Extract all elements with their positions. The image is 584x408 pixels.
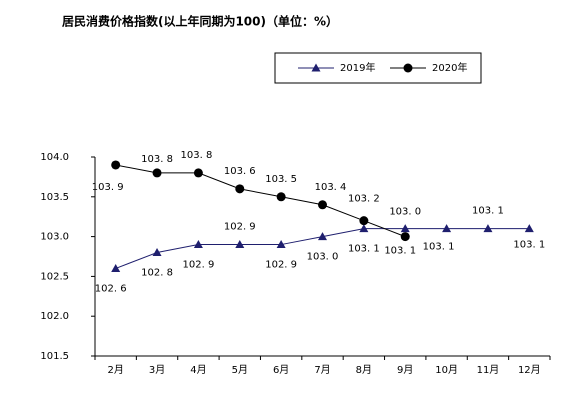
- data-label: 103. 8: [181, 150, 213, 161]
- data-label: 102. 9: [265, 260, 297, 271]
- data-label: 103. 0: [389, 207, 421, 218]
- x-tick-label: 4月: [190, 364, 206, 376]
- legend-box: [274, 52, 482, 84]
- x-tick-label: 6月: [273, 364, 289, 376]
- x-tick-label: 7月: [314, 364, 330, 376]
- y-tick-label: 101.5: [40, 351, 69, 362]
- data-label: 102. 8: [141, 268, 173, 279]
- data-point: [400, 224, 410, 233]
- data-label: 102. 9: [224, 222, 256, 233]
- x-tick-label: 3月: [149, 364, 165, 376]
- data-point: [276, 240, 286, 249]
- y-tick-label: 102.5: [40, 271, 69, 282]
- data-point: [276, 192, 286, 202]
- series-line: [115, 164, 406, 238]
- legend-marker: [403, 63, 413, 73]
- data-label: 103. 1: [348, 244, 380, 255]
- data-point: [235, 240, 245, 249]
- data-label: 103. 1: [513, 240, 545, 251]
- x-tick-label: 12月: [518, 364, 541, 376]
- y-tick-label: 104.0: [40, 152, 69, 163]
- chart-title: 居民消费价格指数(以上年同期为100)（单位：%）: [62, 14, 338, 29]
- data-label: 103. 9: [92, 182, 124, 193]
- x-tick-label: 8月: [356, 364, 372, 376]
- y-tick-label: 102.0: [40, 311, 69, 322]
- data-label: 102. 9: [183, 260, 215, 271]
- data-label: 103. 5: [265, 174, 297, 185]
- data-point: [111, 263, 121, 272]
- data-point: [442, 224, 452, 233]
- data-point: [318, 200, 327, 210]
- data-label: 103. 6: [224, 166, 256, 177]
- data-label: 103. 2: [348, 194, 380, 205]
- data-label: 103. 1: [472, 206, 504, 217]
- data-point: [359, 216, 369, 226]
- data-point: [318, 232, 327, 241]
- x-tick-label: 11月: [477, 364, 500, 376]
- data-point: [193, 240, 203, 249]
- y-tick-label: 103.5: [40, 192, 69, 203]
- data-point: [152, 248, 162, 257]
- data-label: 103. 4: [315, 182, 347, 193]
- data-point: [235, 184, 245, 194]
- data-label: 103. 1: [423, 242, 455, 253]
- data-label: 103. 8: [141, 154, 173, 165]
- data-point: [152, 168, 162, 178]
- y-tick-label: 103.0: [40, 232, 69, 243]
- data-point: [111, 160, 121, 170]
- data-label: 103. 1: [384, 246, 416, 257]
- x-tick-label: 10月: [435, 364, 458, 376]
- x-tick-label: 2月: [107, 364, 123, 376]
- data-point: [524, 224, 534, 233]
- data-point: [359, 224, 369, 233]
- x-tick-label: 9月: [397, 364, 413, 376]
- data-point: [400, 232, 410, 242]
- data-label: 103. 0: [307, 252, 339, 263]
- data-point: [193, 168, 203, 178]
- x-tick-label: 5月: [232, 364, 248, 376]
- data-point: [483, 224, 493, 233]
- data-label: 102. 6: [95, 283, 127, 294]
- legend-marker: [311, 63, 321, 72]
- legend-label: 2020年: [432, 61, 467, 74]
- legend-label: 2019年: [340, 61, 375, 74]
